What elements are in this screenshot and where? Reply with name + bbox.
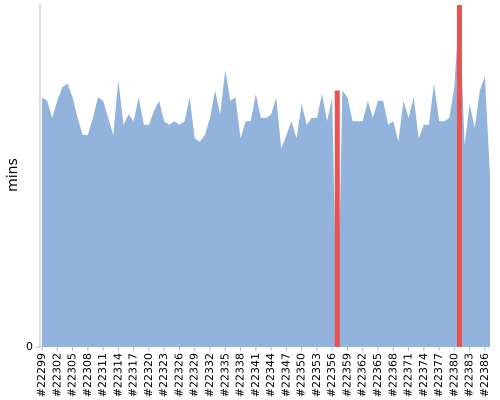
x-tick-label: #22359	[340, 353, 353, 397]
x-tick-label: #22377	[432, 353, 445, 397]
x-tick-label: #22311	[96, 353, 109, 397]
x-tick-label: #22338	[234, 353, 247, 397]
x-tick-label: #22329	[188, 353, 201, 397]
x-tick-label: #22380	[447, 353, 460, 397]
x-tick-label: #22326	[172, 353, 185, 397]
x-tick-label: #22386	[478, 353, 491, 397]
x-tick-label: #22383	[463, 353, 476, 397]
area	[42, 5, 490, 347]
plot-area	[42, 5, 490, 347]
x-tick-label: #22323	[157, 353, 170, 397]
x-tick-label: #22308	[81, 353, 94, 397]
y-tick-label: 0	[26, 340, 33, 353]
x-tick-label: #22299	[35, 353, 48, 397]
x-tick-label: #22368	[386, 353, 399, 397]
highlight	[456, 5, 462, 347]
x-tick-label: #22365	[371, 353, 384, 397]
x-tick-label: #22347	[279, 353, 292, 397]
x-tick-label: #22320	[142, 353, 155, 397]
x-tick-label: #22317	[127, 353, 140, 397]
x-tick-label: #22335	[218, 353, 231, 397]
x-tick-label: #22332	[203, 353, 216, 397]
x-tick-label: #22302	[50, 353, 63, 397]
x-tick-label: #22305	[66, 353, 79, 397]
y-axis-title: mins	[5, 158, 21, 192]
x-tick-label: #22353	[310, 353, 323, 397]
x-tick-label: #22341	[249, 353, 262, 397]
x-tick-label: #22356	[325, 353, 338, 397]
x-tick-label: #22362	[356, 353, 369, 397]
x-tick-label: #22371	[402, 353, 415, 397]
x-tick-label: #22350	[295, 353, 308, 397]
x-tick-label: #22374	[417, 353, 430, 397]
x-tick-label: #22314	[111, 353, 124, 397]
highlight	[334, 90, 340, 347]
x-tick-label: #22344	[264, 353, 277, 397]
